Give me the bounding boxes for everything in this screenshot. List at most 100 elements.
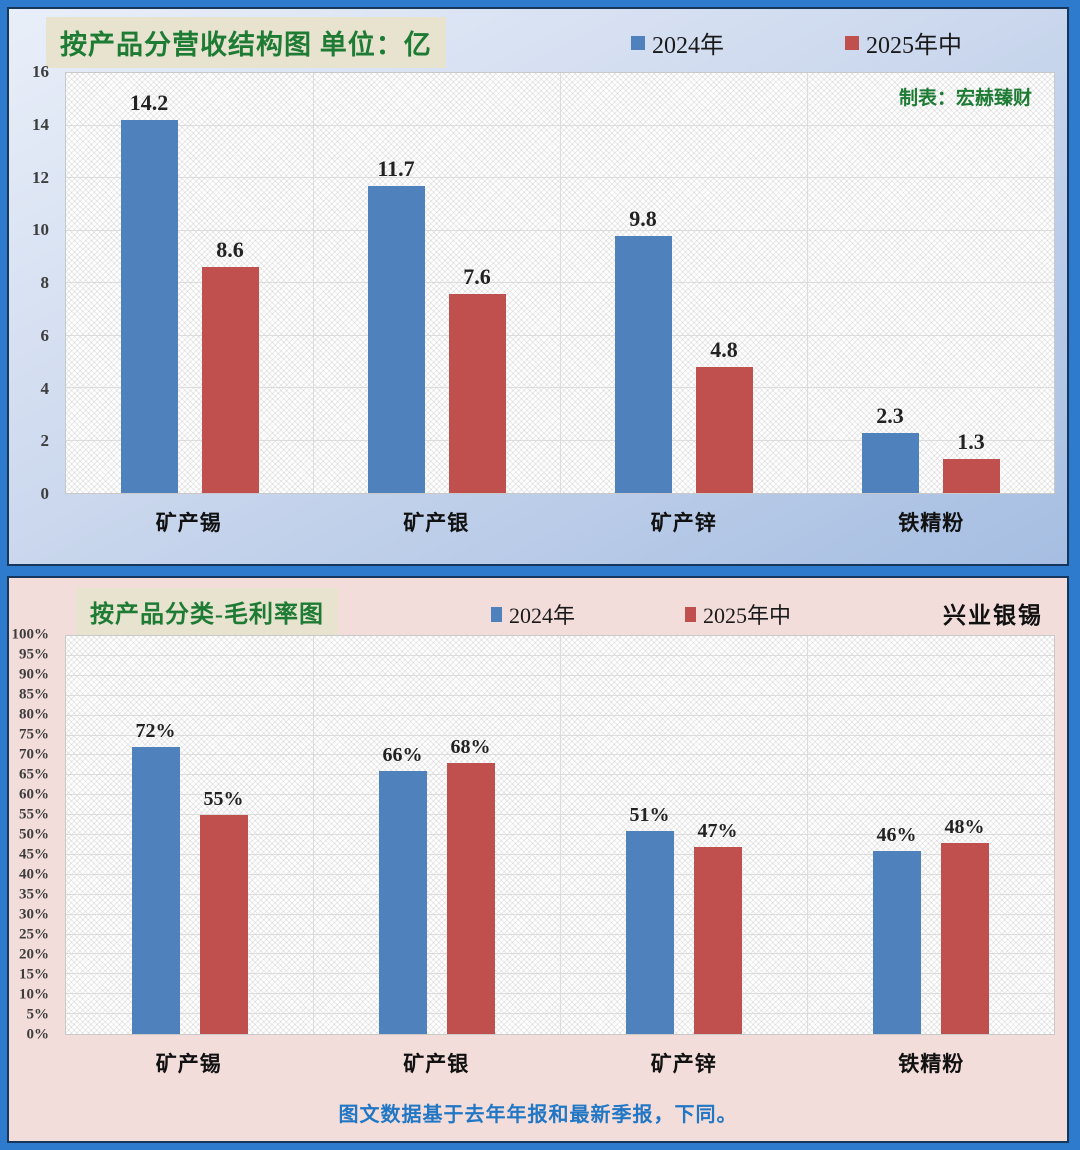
category-label: 矿产银 bbox=[403, 1052, 470, 1076]
legend-swatch-2025 bbox=[845, 35, 859, 50]
bar-column: 72% bbox=[131, 636, 180, 1034]
y-tick-label: 2 bbox=[40, 431, 50, 451]
revenue-chart-panel: 按产品分营收结构图 单位：亿 2024年 2025年中 0 2 4 6 8 10 12 14 1… bbox=[7, 7, 1069, 566]
legend-label-2025: 2025年中 bbox=[866, 33, 962, 59]
bar-group: 72% 55% bbox=[66, 636, 313, 1034]
y-tick-label: 10 bbox=[32, 220, 49, 240]
data-label: 72% bbox=[135, 720, 176, 743]
v-gridline bbox=[313, 636, 314, 1034]
bar-column: 1.3 bbox=[942, 73, 1000, 493]
data-label: 1.3 bbox=[957, 428, 985, 454]
v-gridline bbox=[807, 73, 808, 493]
bar-group: 9.8 4.8 bbox=[560, 73, 807, 493]
y-axis: 0% 5% 10% 15% 20% 25% 30% 35% 40% 45% 50% 55% 60% 65%… bbox=[9, 627, 57, 1043]
bar bbox=[695, 367, 753, 493]
y-tick-label: 10% bbox=[19, 986, 49, 1003]
data-label: 4.8 bbox=[710, 337, 738, 362]
bar-group: 14.2 8.6 bbox=[66, 73, 313, 493]
margin-chart-panel: 按产品分类-毛利率图 2024年 2025年中 兴业银锡 0% 5% 10% 15% 2… bbox=[7, 576, 1069, 1143]
category-label: 矿产锡 bbox=[155, 1052, 222, 1076]
y-tick-label: 100% bbox=[11, 626, 50, 643]
chart-title: 按产品分营收结构图 单位：亿 bbox=[46, 17, 446, 68]
footnote: 图文数据基于去年年报和最新季报，下同。 bbox=[338, 1104, 738, 1126]
legend-item-2025: 2025年中 bbox=[845, 25, 962, 60]
y-tick-label: 6 bbox=[40, 325, 50, 345]
legend-swatch-2024 bbox=[491, 606, 502, 622]
bar-column: 11.7 bbox=[367, 73, 425, 493]
legend-label-2024: 2024年 bbox=[509, 603, 576, 628]
bar bbox=[940, 842, 989, 1034]
y-tick-label: 60% bbox=[19, 786, 49, 803]
bar-column: 48% bbox=[940, 636, 989, 1034]
v-gridline bbox=[560, 73, 561, 493]
bar-column: 9.8 bbox=[614, 73, 672, 493]
y-tick-label: 14 bbox=[32, 114, 49, 134]
bar bbox=[448, 293, 506, 493]
y-tick-label: 25% bbox=[19, 926, 49, 943]
bar-column: 47% bbox=[693, 636, 742, 1034]
y-tick-label: 80% bbox=[19, 706, 49, 723]
y-tick-label: 35% bbox=[19, 886, 49, 903]
bar bbox=[625, 831, 674, 1034]
brand-label: 兴业银锡 bbox=[943, 603, 1043, 628]
legend-item-2025: 2025年中 bbox=[685, 598, 791, 630]
category-label: 矿产锌 bbox=[650, 511, 717, 535]
bar bbox=[942, 458, 1000, 493]
bar-group: 66% 68% bbox=[313, 636, 560, 1034]
y-tick-label: 40% bbox=[19, 866, 49, 883]
bar-group: 51% 47% bbox=[560, 636, 807, 1034]
legend-label-2025: 2025年中 bbox=[703, 603, 792, 628]
x-axis: 矿产锡 矿产银 矿产锌 铁精粉 bbox=[65, 507, 1055, 537]
y-tick-label: 30% bbox=[19, 906, 49, 923]
data-label: 68% bbox=[450, 736, 491, 759]
category-label: 矿产锡 bbox=[155, 511, 222, 535]
data-label: 9.8 bbox=[629, 205, 657, 231]
bar bbox=[367, 185, 425, 493]
bar bbox=[378, 771, 427, 1034]
bar-column: 68% bbox=[446, 636, 495, 1034]
y-tick-label: 5% bbox=[26, 1006, 50, 1023]
data-label: 7.6 bbox=[463, 263, 491, 289]
bar bbox=[614, 235, 672, 493]
y-tick-label: 0 bbox=[40, 484, 50, 503]
bar bbox=[199, 815, 248, 1034]
y-tick-label: 55% bbox=[19, 806, 49, 823]
data-label: 47% bbox=[697, 819, 738, 842]
x-axis: 矿产锡 矿产银 矿产锌 铁精粉 bbox=[65, 1048, 1055, 1078]
y-tick-label: 90% bbox=[19, 666, 49, 683]
y-tick-label: 0% bbox=[26, 1026, 50, 1043]
y-tick-label: 70% bbox=[19, 746, 49, 763]
legend-label-2024: 2024年 bbox=[652, 33, 724, 59]
data-label: 48% bbox=[944, 815, 985, 838]
bar bbox=[861, 432, 919, 493]
y-tick-label: 65% bbox=[19, 766, 49, 783]
y-tick-label: 20% bbox=[19, 946, 49, 963]
category-label: 矿产锌 bbox=[650, 1052, 717, 1076]
v-gridline bbox=[807, 636, 808, 1034]
bar-group: 11.7 7.6 bbox=[313, 73, 560, 493]
y-tick-label: 95% bbox=[19, 646, 49, 663]
bar bbox=[120, 120, 178, 493]
bar-column: 66% bbox=[378, 636, 427, 1034]
bar-column: 51% bbox=[625, 636, 674, 1034]
y-axis: 0 2 4 6 8 10 12 14 16 bbox=[9, 62, 57, 503]
data-label: 51% bbox=[629, 804, 670, 827]
data-label: 2.3 bbox=[876, 402, 904, 428]
v-gridline bbox=[560, 636, 561, 1034]
legend-swatch-2024 bbox=[631, 35, 645, 50]
y-tick-label: 75% bbox=[19, 726, 49, 743]
bar-column: 14.2 bbox=[120, 73, 178, 493]
bar bbox=[872, 850, 921, 1034]
bar bbox=[131, 747, 180, 1034]
y-tick-label: 4 bbox=[40, 378, 50, 398]
category-label: 铁精粉 bbox=[898, 511, 965, 535]
data-label: 11.7 bbox=[377, 155, 415, 181]
bar-column: 46% bbox=[872, 636, 921, 1034]
legend-item-2024: 2024年 bbox=[491, 598, 575, 630]
y-tick-label: 50% bbox=[19, 826, 49, 843]
legend-swatch-2025 bbox=[685, 606, 696, 622]
credit-label: 制表：宏赫臻财 bbox=[898, 88, 1032, 109]
bar-column: 7.6 bbox=[448, 73, 506, 493]
bar-column: 2.3 bbox=[861, 73, 919, 493]
